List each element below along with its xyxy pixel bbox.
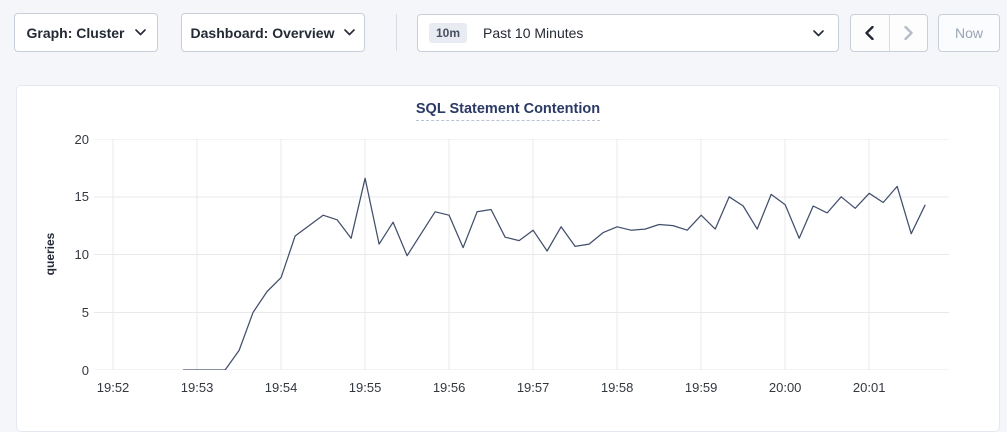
x-tick-label: 19:58: [600, 380, 634, 395]
chart-title[interactable]: SQL Statement Contention: [415, 101, 601, 121]
x-tick-label: 19:56: [432, 380, 466, 395]
chevron-left-icon: [865, 26, 874, 40]
chevron-down-icon: [344, 29, 356, 36]
chevron-down-icon: [813, 29, 824, 36]
x-tick-label: 20:01: [852, 380, 886, 395]
chart-panel: SQL Statement Contention queries 0 5 10 15 2…: [16, 85, 1000, 432]
time-range-label: Past 10 Minutes: [483, 25, 584, 41]
line-chart[interactable]: [94, 139, 949, 370]
y-tick-label: 15: [74, 189, 89, 205]
time-forward-button[interactable]: [890, 15, 928, 51]
time-range-selector[interactable]: 10m Past 10 Minutes: [417, 14, 839, 52]
toolbar-divider: [396, 14, 397, 51]
now-button[interactable]: Now: [938, 14, 1000, 52]
y-tick-label: 0: [81, 362, 89, 378]
time-nav-group: [850, 14, 928, 52]
time-nav-divider: [888, 15, 890, 51]
chevron-right-icon: [904, 26, 913, 40]
dashboard-dropdown-label: Dashboard: Overview: [190, 24, 335, 41]
graph-dropdown-label: Graph: Cluster: [26, 24, 125, 41]
x-tick-label: 19:53: [180, 380, 214, 395]
y-tick-label: 20: [74, 131, 89, 147]
time-back-button[interactable]: [851, 15, 889, 51]
y-tick-label: 10: [74, 247, 89, 262]
y-tick-label: 5: [81, 304, 89, 320]
x-tick-label: 19:59: [684, 380, 718, 395]
chart-title-row: SQL Statement Contention: [17, 100, 999, 121]
series-line: [183, 177, 926, 370]
x-tick-label: 20:00: [768, 380, 802, 395]
x-tick-label: 19:52: [96, 380, 130, 395]
chevron-down-icon: [134, 29, 146, 36]
graph-dropdown[interactable]: Graph: Cluster: [14, 13, 158, 52]
x-tick-label: 19:57: [516, 380, 550, 395]
x-tick-label: 19:55: [348, 380, 382, 395]
time-range-badge: 10m: [429, 23, 468, 43]
x-tick-label: 19:54: [264, 380, 298, 395]
dashboard-dropdown[interactable]: Dashboard: Overview: [181, 13, 365, 52]
